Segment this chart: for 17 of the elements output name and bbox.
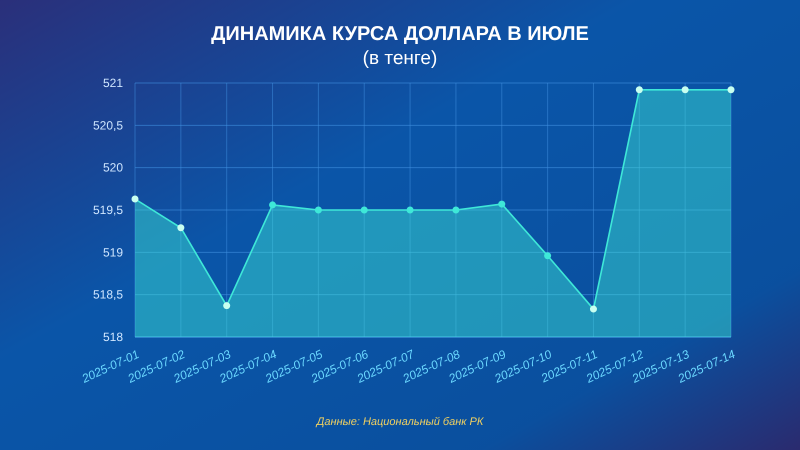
point	[269, 201, 276, 208]
chart-title: ДИНАМИКА КУРСА ДОЛЛАРА В ИЮЛЕ	[211, 23, 589, 45]
y-tick-label: 518	[102, 330, 124, 344]
point	[314, 206, 322, 214]
y-tick-label: 521	[102, 76, 124, 90]
point	[544, 252, 552, 260]
point	[360, 206, 368, 214]
chart-subtitle: (в тенге)	[362, 48, 438, 69]
y-tick-label: 519	[102, 245, 124, 260]
y-tick-label: 518,5	[92, 288, 124, 302]
text: Данные: Национальный банк РК	[314, 416, 484, 428]
point	[452, 206, 460, 214]
y-tick-label: 519,5	[92, 203, 124, 217]
point	[406, 206, 414, 214]
y-tick-label: 520,5	[92, 118, 124, 132]
point	[498, 200, 506, 208]
y-tick-label: 520	[102, 160, 124, 175]
